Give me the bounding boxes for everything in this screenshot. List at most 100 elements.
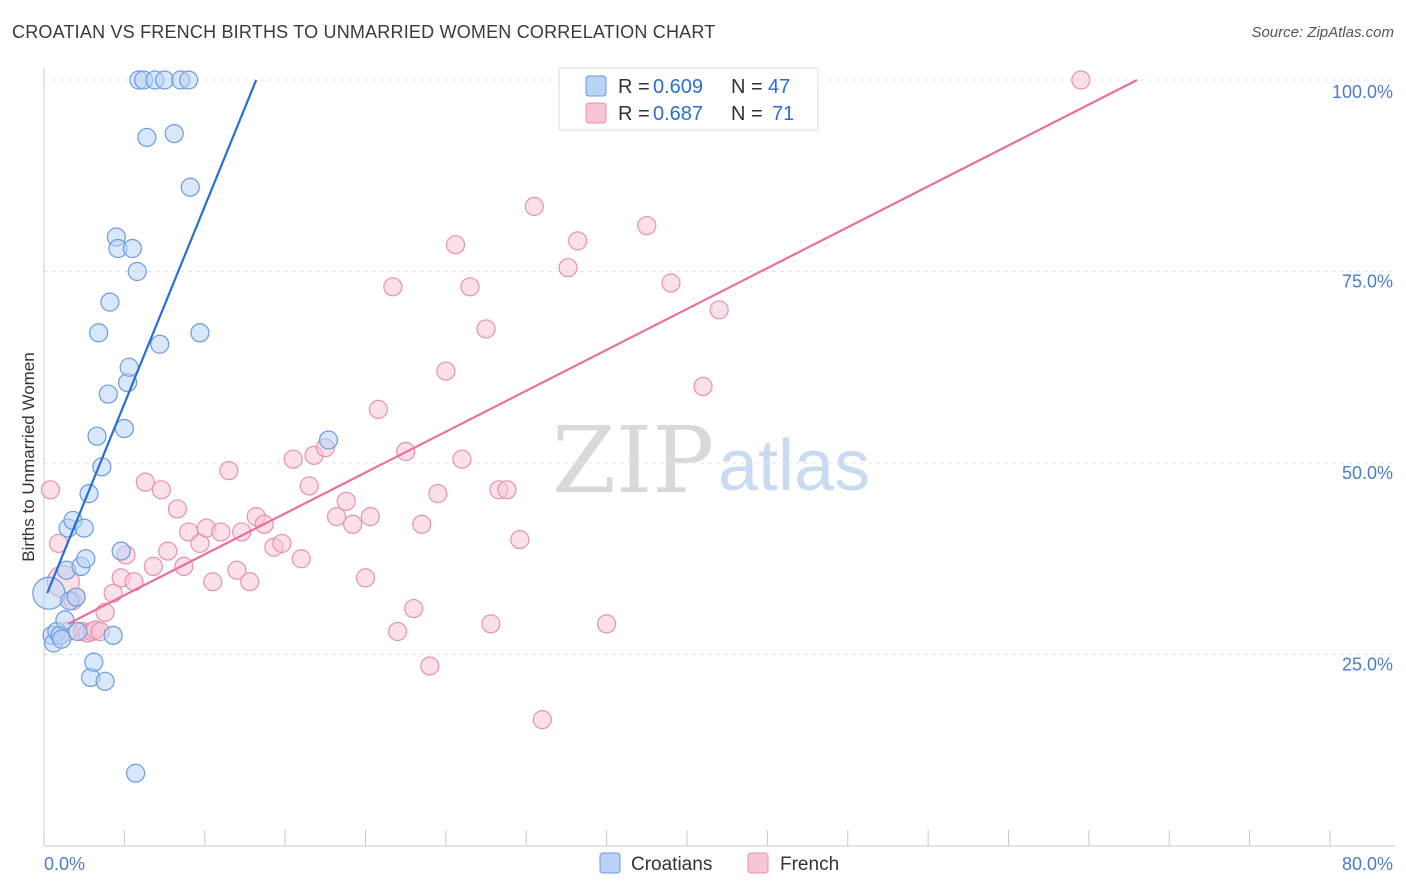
french-point-27: [219, 461, 239, 481]
french-point-25: [203, 572, 223, 592]
croatians-point-24: [100, 292, 120, 312]
french-point-66: [597, 614, 617, 634]
croatians-point-28: [111, 541, 131, 561]
french-point-57: [476, 319, 496, 339]
axes: [43, 68, 1395, 847]
french-trend-line: [67, 79, 1138, 625]
legend-croatians-n-value: 47: [768, 76, 790, 98]
croatians-point-0: [32, 576, 66, 610]
french-point-0: [40, 480, 61, 500]
french-point-55: [452, 449, 472, 469]
y-tick-label-100: 100.0%: [1332, 82, 1393, 102]
french-point-20: [167, 499, 188, 519]
y-tick-labels: 25.0% 50.0% 75.0% 100.0%: [1332, 82, 1393, 675]
y-tick-label-50: 50.0%: [1342, 463, 1393, 483]
watermark: ZIP atlas: [552, 407, 870, 514]
french-point-18: [151, 480, 171, 500]
croatians-point-32: [122, 238, 143, 259]
croatians-point-41: [164, 124, 184, 144]
legend-croatians-n-label: N =: [731, 76, 763, 98]
legend-croatians-r-value: 0.609: [653, 76, 703, 98]
french-point-44: [360, 507, 380, 527]
french-point-30: [240, 572, 260, 592]
chart-source: Source: ZipAtlas.com: [1251, 24, 1394, 41]
legend-french-r-value: 0.687: [653, 103, 703, 125]
french-point-67: [637, 215, 657, 236]
french-point-42: [343, 514, 363, 534]
croatians-point-19: [87, 426, 107, 446]
x-tick-label-min: 0.0%: [44, 854, 85, 874]
french-point-46: [383, 277, 403, 297]
bottom-legend-french-label: French: [780, 854, 839, 875]
trend-lines: [46, 79, 1138, 625]
legend-top: R = 0.609 N = 47 R = 0.687 N = 71: [558, 67, 819, 131]
croatians-point-18: [84, 652, 104, 672]
series-croatians-points: [32, 70, 339, 783]
legend-french-swatch: [585, 102, 607, 124]
french-point-62: [524, 196, 544, 216]
french-point-41: [336, 491, 356, 511]
french-point-40: [326, 507, 347, 527]
french-point-64: [558, 258, 578, 278]
french-point-43: [355, 568, 376, 588]
french-point-21: [174, 556, 194, 577]
french-point-58: [481, 614, 501, 634]
french-point-56: [460, 277, 480, 297]
x-tick-label-max: 80.0%: [1342, 854, 1393, 874]
croatians-point-43: [179, 70, 199, 90]
french-point-34: [272, 533, 292, 554]
gridlines: [44, 79, 1395, 655]
croatians-point-40: [154, 70, 175, 90]
croatians-point-33: [126, 763, 146, 783]
bottom-legend-croatians-label: Croatians: [631, 854, 712, 875]
croatians-point-16: [79, 484, 99, 504]
french-point-36: [291, 549, 311, 569]
french-point-37: [299, 476, 319, 496]
croatians-point-25: [103, 625, 123, 645]
croatians-point-15: [76, 549, 96, 569]
french-point-69: [693, 376, 713, 396]
croatians-point-45: [190, 323, 210, 343]
y-axis-title: Births to Unmarried Women: [19, 352, 38, 561]
french-point-26: [211, 522, 231, 542]
french-point-19: [158, 541, 178, 561]
legend-croatians-r-label: R =: [618, 76, 650, 98]
croatians-point-44: [180, 177, 200, 197]
x-axis-ticks: [43, 830, 1331, 846]
croatians-point-23: [98, 384, 118, 404]
y-tick-label-75: 75.0%: [1342, 272, 1393, 292]
french-point-54: [445, 235, 466, 255]
croatians-point-5: [52, 629, 72, 649]
legend-french-r-label: R =: [618, 103, 650, 125]
legend-croatians-swatch: [585, 75, 607, 97]
croatians-point-37: [137, 127, 157, 148]
watermark-atlas: atlas: [718, 426, 870, 506]
watermark-zip: ZIP: [552, 407, 714, 514]
legend-bottom: Croatians French: [599, 852, 839, 875]
chart-title: CROATIAN VS FRENCH BIRTHS TO UNMARRIED W…: [12, 22, 716, 42]
french-point-17: [143, 556, 163, 577]
croatians-point-11: [66, 587, 86, 607]
french-point-28: [227, 560, 247, 580]
french-point-16: [135, 472, 155, 492]
french-point-45: [368, 399, 388, 419]
french-point-47: [388, 621, 408, 642]
french-point-65: [568, 231, 588, 251]
french-point-63: [532, 710, 552, 730]
croatians-point-39: [150, 334, 170, 354]
french-point-49: [404, 598, 424, 619]
french-point-35: [283, 449, 303, 469]
french-point-51: [420, 656, 440, 676]
croatians-point-29: [114, 418, 134, 439]
french-point-70: [709, 300, 729, 320]
french-point-52: [428, 484, 448, 504]
french-point-50: [412, 514, 432, 534]
french-point-53: [436, 361, 456, 381]
french-point-68: [661, 273, 681, 293]
croatians-point-22: [95, 671, 115, 691]
croatians-trend-line: [46, 79, 258, 594]
french-point-60: [497, 480, 517, 500]
y-tick-label-25: 25.0%: [1342, 655, 1393, 675]
croatians-point-14: [74, 518, 94, 538]
